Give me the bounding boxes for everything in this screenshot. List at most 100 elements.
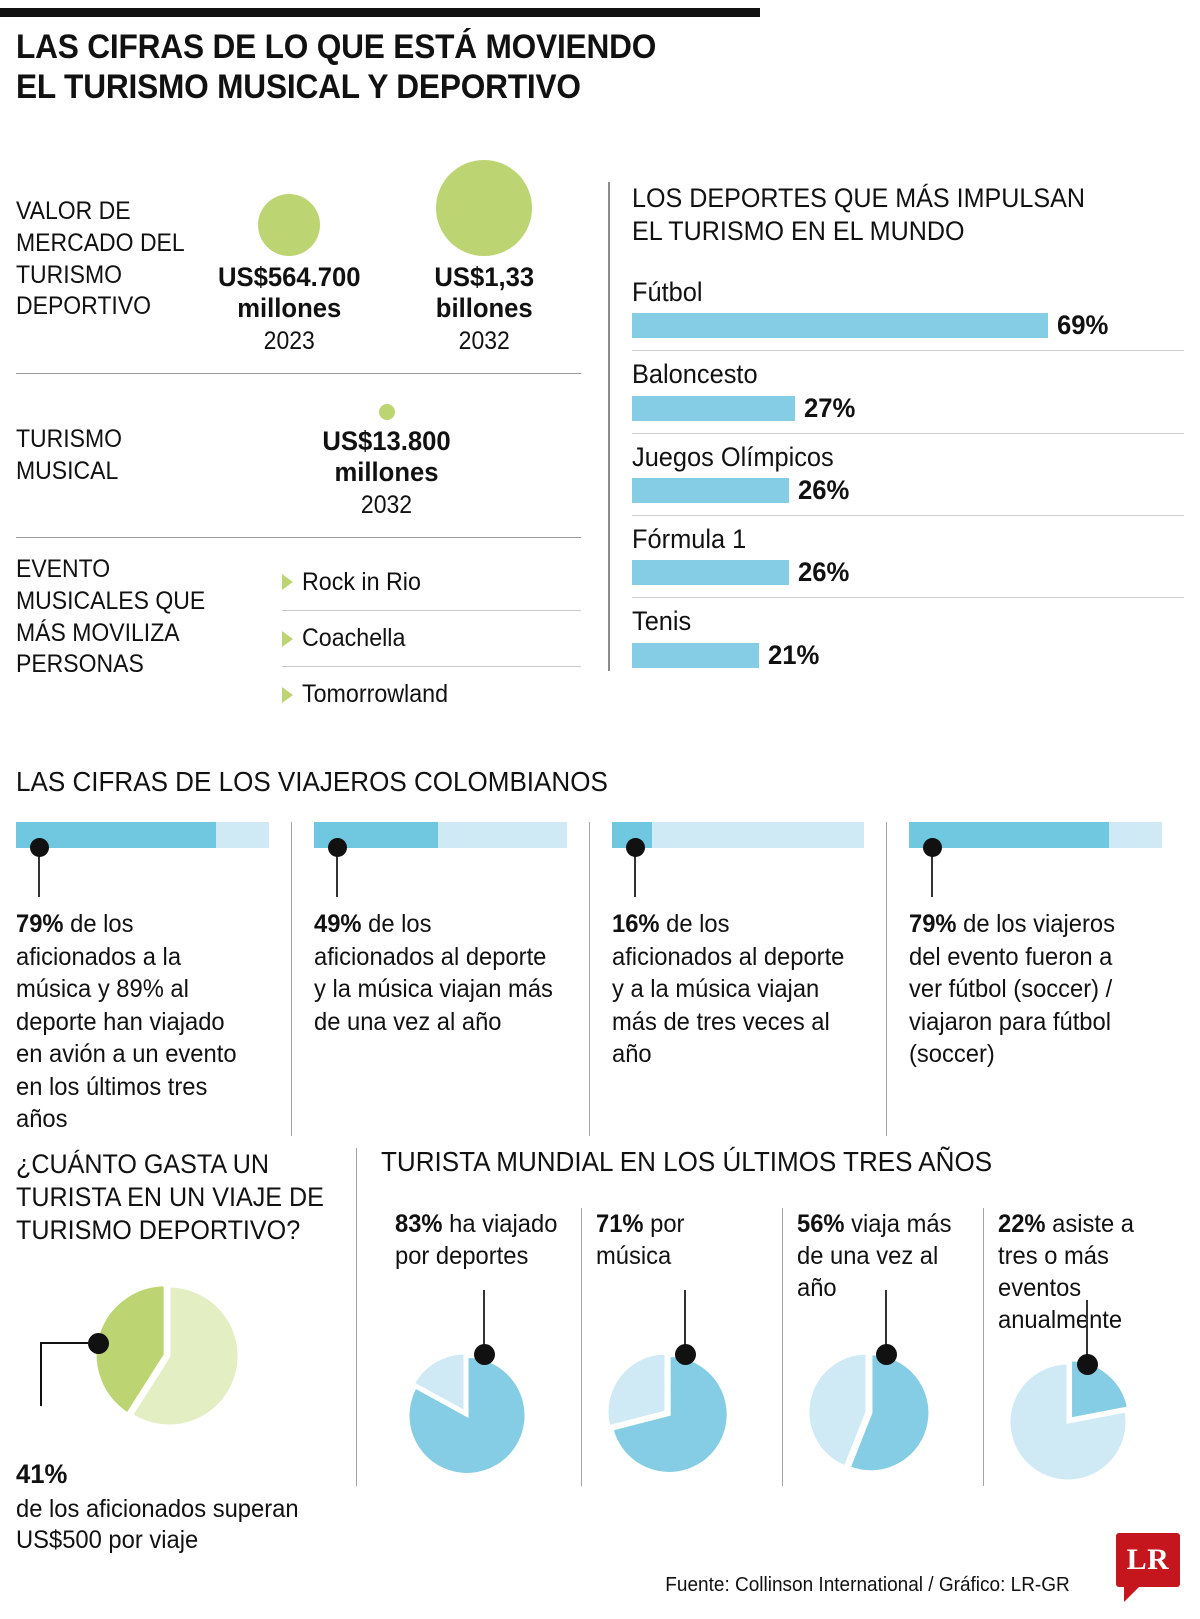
sports-chart-title: LOS DEPORTES QUE MÁS IMPULSAN EL TURISMO… — [632, 182, 1145, 248]
leader-line — [684, 1290, 686, 1346]
pie-chart-svg — [93, 1283, 241, 1428]
music-label-line-1: TURISMO — [16, 425, 123, 454]
spending-caption-text: de los aficionados superan US$500 por vi… — [16, 1494, 299, 1554]
music-bubble — [378, 404, 395, 421]
triangle-bullet-icon — [282, 574, 293, 591]
sports-bar-wrap: 26% — [632, 475, 1184, 506]
sports-bar-wrap: 21% — [632, 640, 1184, 671]
pie-slice-rest — [411, 1351, 467, 1415]
music-events-label: EVENTO MUSICALES QUE MÁS MOVILIZA PERSON… — [16, 554, 205, 681]
marker-dot-icon — [1077, 1354, 1098, 1375]
colombian-stat-pct: 79% — [909, 910, 957, 938]
sports-bar-label: Juegos Olímpicos — [632, 441, 834, 472]
sports-bar-wrap: 69% — [632, 310, 1184, 341]
world-stat-item: 71% por música — [581, 1208, 782, 1486]
lr-logo-box: LR — [1116, 1533, 1180, 1587]
list-item: Tomorrowland — [282, 666, 581, 722]
market-amount-2032-line-2: billones — [435, 292, 533, 323]
lr-logo-tail — [1124, 1587, 1139, 1602]
sports-bar-value: 69% — [1056, 310, 1109, 341]
progress-track — [611, 822, 865, 848]
colombian-stat-pct: 49% — [313, 910, 362, 938]
pie-chart-svg — [605, 1351, 730, 1475]
world-tourist-heading: TURISTA MUNDIAL EN LOS ÚLTIMOS TRES AÑOS — [381, 1146, 993, 1177]
spending-caption: 41% de los aficionados superan US$500 po… — [16, 1458, 320, 1556]
marker-dot-icon — [675, 1344, 696, 1365]
world-stat-pct: 22% — [998, 1210, 1046, 1238]
colombian-travelers-heading: LAS CIFRAS DE LOS VIAJEROS COLOMBIANOS — [16, 766, 608, 797]
progress-track — [313, 822, 567, 848]
market-label-line-3: TURISMO — [16, 260, 123, 289]
world-pie-chart — [602, 1348, 730, 1481]
triangle-bullet-icon — [282, 630, 293, 647]
marker-wrap — [612, 838, 865, 908]
colombian-stat-pct: 16% — [611, 910, 660, 938]
event-name: Tomorrowland — [302, 680, 449, 709]
pie-slice-main — [610, 1353, 730, 1475]
colombian-stat-text: 79% de los viajeros del evento fueron a … — [909, 910, 1116, 1068]
world-pie-wrap — [596, 1290, 768, 1476]
world-tourist-section: TURISTA MUNDIAL EN LOS ÚLTIMOS TRES AÑOS… — [356, 1148, 1184, 1486]
pie-slice-main — [847, 1352, 932, 1474]
sports-bar-value: 27% — [803, 392, 856, 423]
events-label-line-3: MÁS MOVILIZA — [16, 618, 180, 647]
sports-bar-chart: LOS DEPORTES QUE MÁS IMPULSAN EL TURISMO… — [608, 182, 1184, 671]
sports-bar-row: Tenis 21% — [632, 597, 1184, 670]
market-label-line-4: DEPORTIVO — [16, 292, 152, 321]
music-amount-line-1: US$13.800 — [322, 426, 451, 457]
world-pie-chart — [1004, 1358, 1132, 1491]
sports-bar — [632, 313, 1048, 339]
top-rule — [0, 8, 760, 17]
leader-line — [1086, 1300, 1088, 1356]
sports-bar-value: 26% — [797, 557, 850, 588]
marker-dot-icon — [327, 838, 347, 857]
colombian-stat-item: 49% de los aficionados al deporte y la m… — [290, 822, 589, 1136]
events-label-line-1: EVENTO — [16, 555, 111, 584]
colombian-travelers-section: LAS CIFRAS DE LOS VIAJEROS COLOMBIANOS 7… — [16, 768, 1184, 1136]
pie-slice-main — [406, 1354, 528, 1476]
leader-line-horizontal — [40, 1341, 88, 1344]
leader-line — [931, 851, 934, 897]
world-stat-text: 71% por música — [596, 1210, 685, 1270]
page-title-line-1: LAS CIFRAS DE LO QUE ESTÁ MOVIENDO — [16, 28, 657, 66]
pie-slice-rest — [605, 1351, 668, 1429]
market-year-2023: 2023 — [263, 326, 315, 355]
triangle-bullet-icon — [282, 686, 293, 703]
market-amount-2023-line-2: millones — [237, 292, 342, 323]
progress-fill — [909, 822, 1109, 848]
music-events-block: EVENTO MUSICALES QUE MÁS MOVILIZA PERSON… — [16, 554, 581, 722]
list-item: Rock in Rio — [282, 554, 581, 610]
market-label-line-2: MERCADO DEL — [16, 228, 185, 257]
marker-dot-icon — [474, 1344, 495, 1365]
market-stat-2032: US$1,33 billones 2032 — [387, 150, 582, 355]
world-stat-item: 83% ha viajado por deportes — [381, 1208, 581, 1486]
sports-bar-label: Tenis — [632, 606, 692, 637]
sports-bar-value: 21% — [767, 639, 819, 670]
sports-bar — [632, 560, 789, 586]
colombian-stat-item: 79% de los viajeros del evento fueron a … — [886, 822, 1184, 1136]
pie-slice-rest — [129, 1284, 241, 1428]
world-stat-item: 56% viaja más de una vez al año — [782, 1208, 983, 1486]
spending-heading-line-1: ¿CUÁNTO GASTA UN — [16, 1149, 269, 1179]
world-pie-chart — [401, 1348, 529, 1481]
leader-line — [633, 851, 636, 897]
marker-wrap — [314, 838, 567, 908]
colombian-stat-item: 79% de los aficionados a la música y 89%… — [16, 822, 291, 1136]
event-name: Coachella — [302, 624, 406, 653]
market-bubble-2023 — [258, 194, 321, 256]
page-title: LAS CIFRAS DE LO QUE ESTÁ MOVIENDO EL TU… — [16, 28, 853, 108]
leader-line — [38, 851, 40, 897]
progress-fill — [16, 822, 216, 848]
sports-bar — [632, 395, 795, 421]
music-year: 2032 — [360, 490, 413, 519]
source-note: Fuente: Collinson International / Gráfic… — [665, 1574, 1070, 1596]
spending-pct: 41% — [16, 1458, 68, 1489]
sports-bar-value: 26% — [797, 474, 850, 505]
colombian-stat-pct: 79% — [16, 910, 64, 938]
pie-slice-rest — [806, 1351, 869, 1469]
marker-dot-icon — [876, 1344, 897, 1365]
pie-chart-svg — [806, 1351, 932, 1474]
music-amount-line-2: millones — [334, 456, 439, 487]
world-stat-pct: 71% — [596, 1210, 644, 1238]
sports-bar-row: Fórmula 1 26% — [632, 514, 1184, 588]
